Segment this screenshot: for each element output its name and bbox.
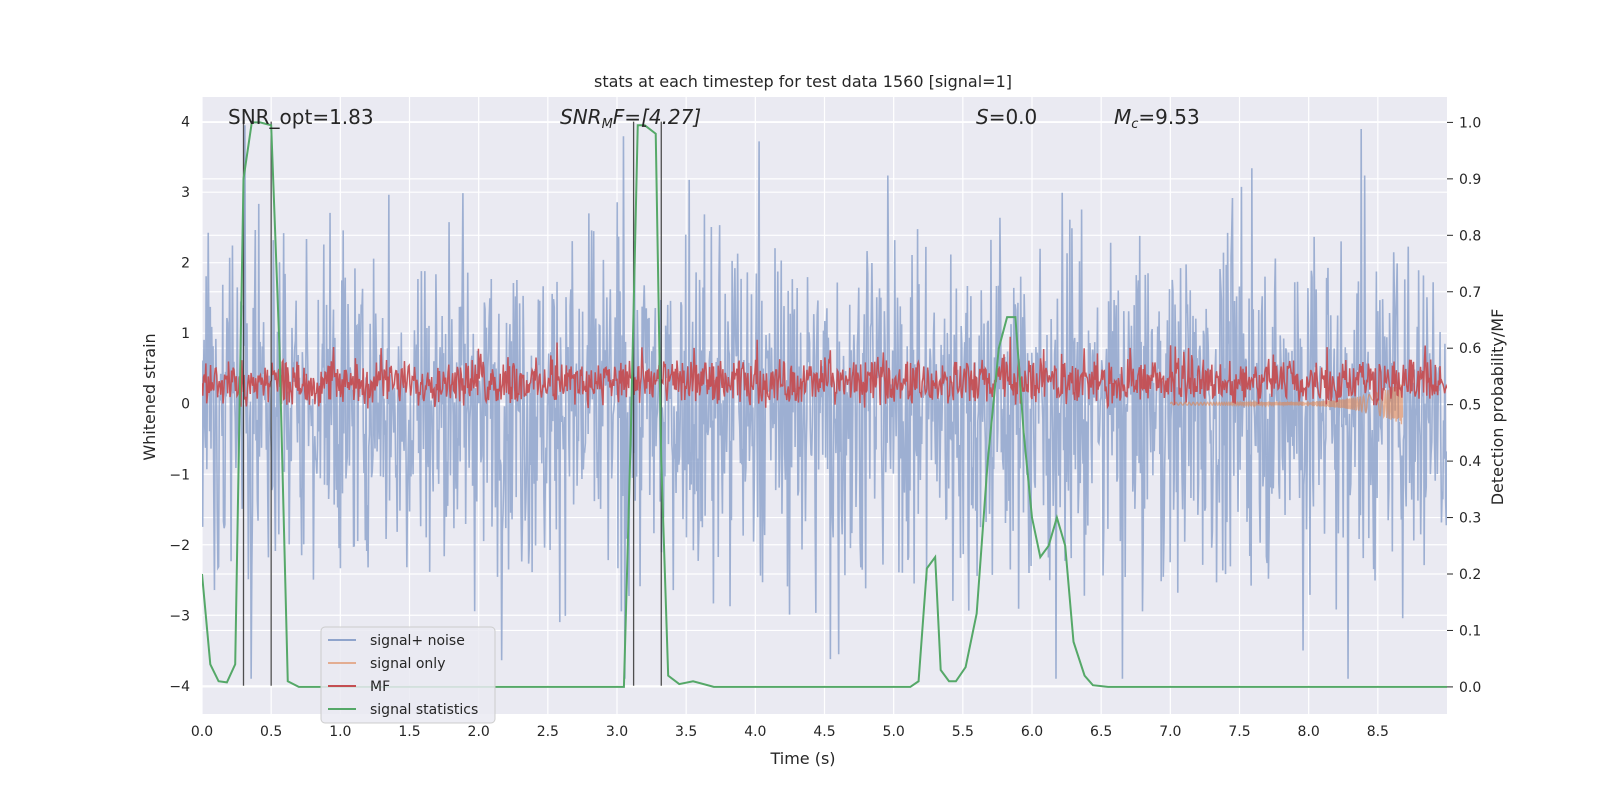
legend-label-mf: MF [370, 679, 390, 695]
x-tick-label: 2.0 [468, 724, 490, 740]
y-axis-label: Whitened strain [140, 333, 159, 460]
series-signal-statistics [202, 121, 1447, 688]
x-axis-label: Time (s) [769, 749, 835, 768]
x-tick-label: 2.5 [537, 724, 559, 740]
x-tick-label: 1.0 [329, 724, 351, 740]
y-tick-label: −3 [169, 608, 190, 624]
x-tick-label: 6.0 [1021, 724, 1043, 740]
y2-tick-label: 0.0 [1459, 680, 1481, 696]
annotation-snr-opt: SNR_opt=1.83 [228, 105, 374, 129]
series-mf [202, 336, 1447, 410]
x-tick-label: 3.0 [606, 724, 628, 740]
x-tick-label: 8.5 [1367, 724, 1389, 740]
legend-box [320, 626, 496, 724]
x-tick-label: 3.5 [675, 724, 697, 740]
x-tick-label: 7.0 [1159, 724, 1181, 740]
y2-axis-label: Detection probability/MF [1488, 309, 1507, 506]
annotation-snr-mf-suffix: F=[4.27] [613, 105, 701, 129]
x-tick-label: 5.5 [952, 724, 974, 740]
y-tick-label: −2 [169, 538, 190, 554]
y-tick-label: 0 [181, 397, 190, 413]
legend-label-signal-noise: signal+ noise [370, 633, 465, 649]
y2-tick-label: 0.2 [1459, 567, 1481, 583]
legend-label-signal-only: signal only [370, 656, 445, 672]
annotation-mc-value: =9.53 [1138, 105, 1199, 129]
annotation-s-symbol: S [976, 105, 989, 129]
y-tick-label: 2 [181, 256, 190, 272]
annotation-mc: Mc=9.53 [1114, 105, 1200, 132]
series-signal-noise [202, 125, 1447, 679]
legend: signal+ noise signal only MF signal stat… [320, 626, 496, 724]
x-tick-label: 1.5 [398, 724, 420, 740]
x-tick-label: 4.5 [813, 724, 835, 740]
x-tick-label: 0.5 [260, 724, 282, 740]
y2-tick-label: 0.8 [1459, 228, 1481, 244]
x-tick-label: 5.0 [883, 724, 905, 740]
annotation-snr-mf-prefix: SNR [560, 105, 602, 129]
x-tick-label: 8.0 [1298, 724, 1320, 740]
y-tick-label: 4 [181, 115, 190, 131]
y-tick-label: −1 [169, 467, 190, 483]
y-axis-ticks: 4 3 2 1 0 −1 −2 −3 −4 [169, 115, 190, 695]
annotation-s-value: =0.0 [989, 105, 1038, 129]
y2-axis-ticks: 1.0 0.9 0.8 0.7 0.6 0.5 0.4 0.3 0.2 0.1 0.0 [1447, 115, 1481, 696]
y-tick-label: 3 [181, 185, 190, 201]
y2-tick-label: 0.3 [1459, 511, 1481, 527]
x-tick-label: 6.5 [1090, 724, 1112, 740]
annotation-snr-mf-sub: M [602, 117, 613, 132]
annotation-s: S=0.0 [976, 105, 1037, 129]
y-tick-label: 1 [181, 326, 190, 342]
x-axis-ticks: 0.0 0.5 1.0 1.5 2.0 2.5 3.0 3.5 4.0 4.5 5.0 5.5 6.0 6… [191, 724, 1389, 740]
chart-title: stats at each timestep for test data 156… [594, 72, 1012, 91]
legend-label-signal-statistics: signal statistics [370, 702, 478, 718]
x-tick-label: 0.0 [191, 724, 213, 740]
annotation-mc-symbol: M [1114, 105, 1131, 129]
y2-tick-label: 0.4 [1459, 454, 1481, 470]
y2-tick-label: 0.5 [1459, 398, 1481, 414]
y2-tick-label: 0.6 [1459, 341, 1481, 357]
y2-tick-label: 1.0 [1459, 115, 1481, 131]
y2-tick-label: 0.7 [1459, 285, 1481, 301]
annotation-mc-sub: c [1131, 117, 1138, 132]
x-tick-label: 7.5 [1228, 724, 1250, 740]
series-signal-only [1169, 384, 1404, 425]
y-tick-label: −4 [169, 679, 190, 695]
y2-tick-label: 0.1 [1459, 623, 1481, 639]
plot-content [202, 121, 1447, 688]
x-tick-label: 4.0 [744, 724, 766, 740]
y2-tick-label: 0.9 [1459, 172, 1481, 188]
annotation-snr-mf: SNRMF=[4.27] [560, 105, 701, 132]
